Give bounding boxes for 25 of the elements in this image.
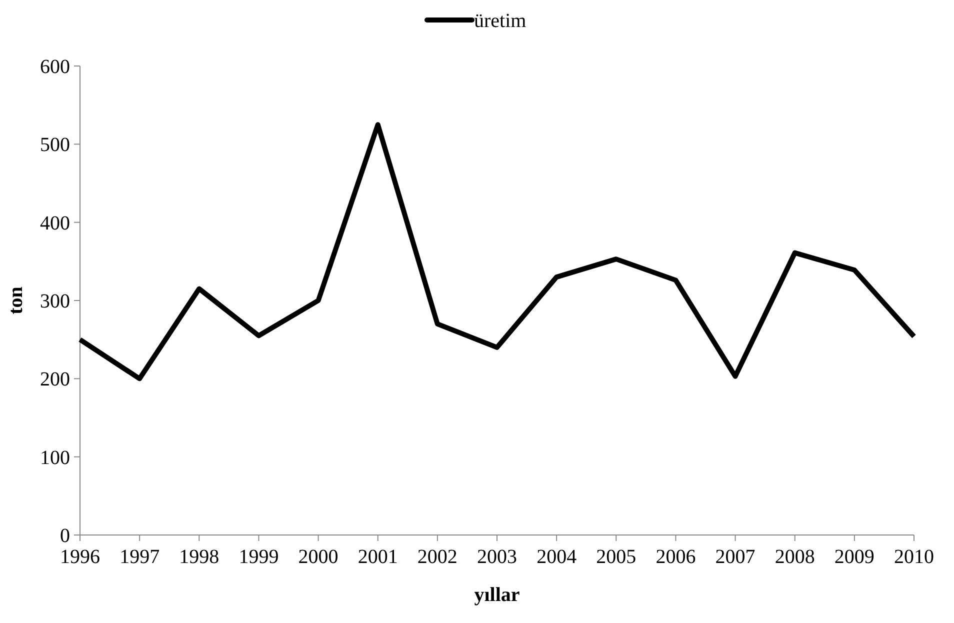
- x-tick-label: 2005: [596, 546, 636, 568]
- x-tick-label: 1996: [60, 546, 100, 568]
- x-tick-label: 2003: [477, 546, 517, 568]
- x-axis-title: yıllar: [474, 584, 520, 606]
- y-axis-title: ton: [5, 286, 27, 314]
- x-tick-label: 2006: [656, 546, 696, 568]
- y-tick-label: 100: [40, 446, 70, 469]
- x-tick-label: 2000: [298, 546, 338, 568]
- x-tick-label: 1999: [238, 546, 279, 568]
- y-tick-label: 0: [60, 525, 70, 547]
- x-tick-label: 2007: [715, 546, 756, 568]
- x-tick-label: 2004: [536, 546, 577, 568]
- x-tick-label: 2001: [358, 546, 398, 568]
- y-tick-label: 300: [40, 290, 70, 312]
- legend-label: üretim: [474, 10, 527, 32]
- x-tick-label: 2008: [774, 546, 815, 568]
- y-tick-label: 200: [40, 368, 70, 391]
- x-tick-label: 2002: [417, 546, 458, 568]
- y-tick-label: 600: [40, 56, 70, 78]
- y-tick-label: 500: [40, 134, 70, 156]
- x-tick-label: 2010: [894, 546, 934, 568]
- y-tick-label: 400: [40, 212, 70, 234]
- x-tick-label: 1997: [120, 546, 160, 568]
- x-tick-label: 1998: [179, 546, 220, 568]
- x-tick-label: 2009: [834, 546, 874, 568]
